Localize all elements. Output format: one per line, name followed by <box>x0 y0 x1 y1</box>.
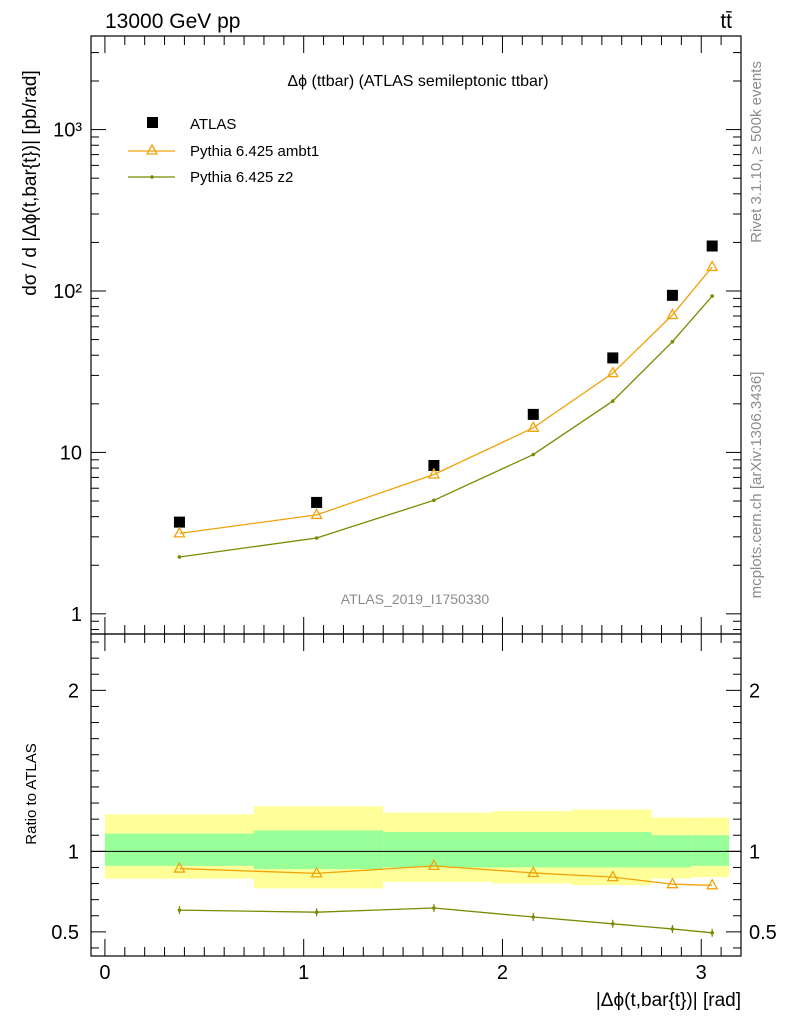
main-plot-title: Δϕ (ttbar) (ATLAS semileptonic ttbar) <box>287 73 548 90</box>
z2-ratio-point <box>710 931 714 935</box>
ratio-y-tick-label-right: 0.5 <box>749 922 777 944</box>
main-y-ticks: 1 10 10² 10³ <box>53 52 741 630</box>
main-y-tick-label: 10 <box>60 442 82 464</box>
legend-label-ambt1: Pythia 6.425 ambt1 <box>190 143 319 160</box>
ambt1-ratio-point <box>427 859 440 870</box>
atlas-data-point <box>527 408 539 420</box>
ratio-data-series <box>173 859 719 937</box>
ratio-series-line <box>179 865 713 886</box>
main-y-tick-label: 10² <box>53 281 82 303</box>
series-line <box>179 266 713 535</box>
main-plot-frame <box>90 35 742 635</box>
uncertainty-band-inner <box>691 835 730 866</box>
ratio-y-ticks: 0.5 0.5 1 1 2 2 <box>51 641 777 949</box>
uncertainty-band-inner <box>104 833 254 866</box>
z2-data-point <box>177 555 182 559</box>
ratio-series-line <box>179 907 713 934</box>
z2-data-point <box>670 339 675 344</box>
ambt1-ratio-point <box>527 866 540 878</box>
ambt1-data-point <box>606 366 619 378</box>
z2-data-point <box>314 536 319 540</box>
legend-marker-atlas <box>147 117 158 128</box>
ambt1-ratio-point <box>310 866 323 878</box>
z2-ratio-point <box>531 915 536 919</box>
atlas-data-point <box>607 352 619 364</box>
ambt1-data-point <box>310 508 323 520</box>
source-label: mcplots.cern.ch [arXiv:1306.3436] <box>748 372 765 599</box>
ambt1-data-point <box>427 467 440 479</box>
ratio-uncertainty-bands <box>104 806 730 889</box>
ambt1-ratio-point <box>706 878 719 890</box>
z2-ratio-point <box>314 910 319 915</box>
main-plot-panel: Δϕ (ttbar) (ATLAS semileptonic ttbar) dσ… <box>20 35 742 635</box>
legend-label-z2: Pythia 6.425 z2 <box>190 169 293 186</box>
main-y-tick-label: 1 <box>71 604 82 626</box>
legend-marker-z2 <box>150 175 154 179</box>
z2-data-point <box>531 452 536 457</box>
ratio-y-tick-label-right: 2 <box>749 680 760 702</box>
atlas-data-point <box>311 496 323 508</box>
ratio-y-tick-label-left: 2 <box>68 680 79 702</box>
legend: ATLAS Pythia 6.425 ambt1 Pythia 6.425 z2 <box>128 116 319 186</box>
ratio-plot-panel: 0.5 0.5 1 1 2 2 0 1 2 3 Ratio to ATLAS |Δϕ(t,bar… <box>23 36 777 1011</box>
ratio-y-tick-label-left: 0.5 <box>51 922 79 944</box>
z2-data-point <box>710 294 714 298</box>
z2-data-point <box>432 498 436 503</box>
x-axis-ticks: 0 1 2 3 <box>99 36 742 984</box>
main-y-axis-label: dσ / d |Δϕ(t,bar{t})| [pb/rad] <box>20 70 41 296</box>
ambt1-data-point <box>527 420 540 432</box>
ambt1-data-point <box>666 308 679 320</box>
ratio-y-tick-label-right: 1 <box>749 841 760 863</box>
atlas-data-point <box>173 516 185 528</box>
z2-data-point <box>610 399 615 403</box>
process-label: tt̄ <box>720 10 732 33</box>
z2-ratio-point <box>670 927 675 931</box>
atlas-data-point <box>666 289 678 301</box>
z2-ratio-point <box>432 906 436 910</box>
series-line <box>179 295 713 558</box>
rivet-label: Rivet 3.1.10, ≥ 500k events <box>748 61 765 243</box>
atlas-data-point <box>706 240 718 252</box>
legend-label-atlas: ATLAS <box>190 116 236 133</box>
ambt1-data-point <box>173 526 186 538</box>
ambt1-data-point <box>706 260 719 272</box>
x-tick-label: 1 <box>298 962 309 984</box>
uncertainty-band-inner <box>492 832 573 868</box>
watermark-label: ATLAS_2019_I1750330 <box>341 591 490 607</box>
main-data-series <box>173 240 719 559</box>
z2-ratio-point <box>610 922 615 926</box>
x-axis-label: |Δϕ(t,bar{t})| [rad] <box>596 990 741 1011</box>
energy-label: 13000 GeV pp <box>105 10 240 33</box>
x-tick-label: 2 <box>497 962 508 984</box>
uncertainty-band-inner <box>253 830 384 870</box>
atlas-data-point <box>428 459 440 471</box>
ratio-plot-frame <box>90 633 742 957</box>
ambt1-ratio-point <box>666 877 679 889</box>
uncertainty-band-inner <box>572 832 652 868</box>
ambt1-ratio-point <box>173 861 186 873</box>
legend-marker-ambt1 <box>145 143 159 155</box>
uncertainty-band-inner <box>383 832 493 868</box>
z2-ratio-point <box>177 908 182 912</box>
main-y-tick-label: 10³ <box>53 120 82 142</box>
ratio-y-axis-label: Ratio to ATLAS <box>23 743 40 844</box>
ambt1-ratio-point <box>606 870 619 882</box>
x-tick-label: 3 <box>696 962 707 984</box>
ratio-y-tick-label-left: 1 <box>68 841 79 863</box>
x-tick-label: 0 <box>99 962 110 984</box>
